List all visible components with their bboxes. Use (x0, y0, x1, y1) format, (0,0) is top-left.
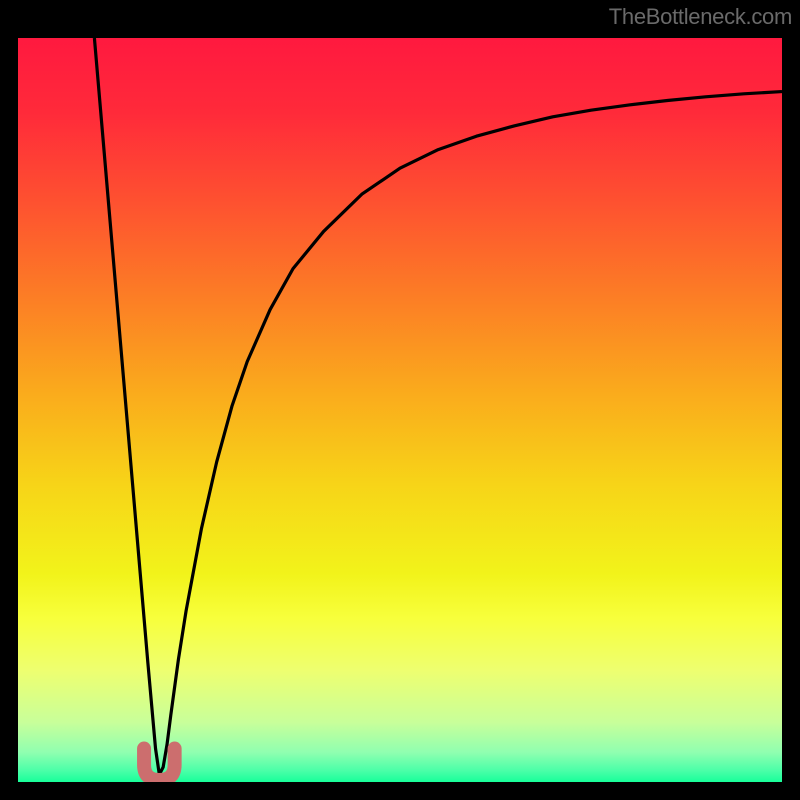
bottleneck-chart: TheBottleneck.com (0, 0, 800, 800)
gradient-background (18, 38, 782, 782)
watermark-text: TheBottleneck.com (609, 4, 792, 30)
chart-svg (0, 0, 800, 800)
